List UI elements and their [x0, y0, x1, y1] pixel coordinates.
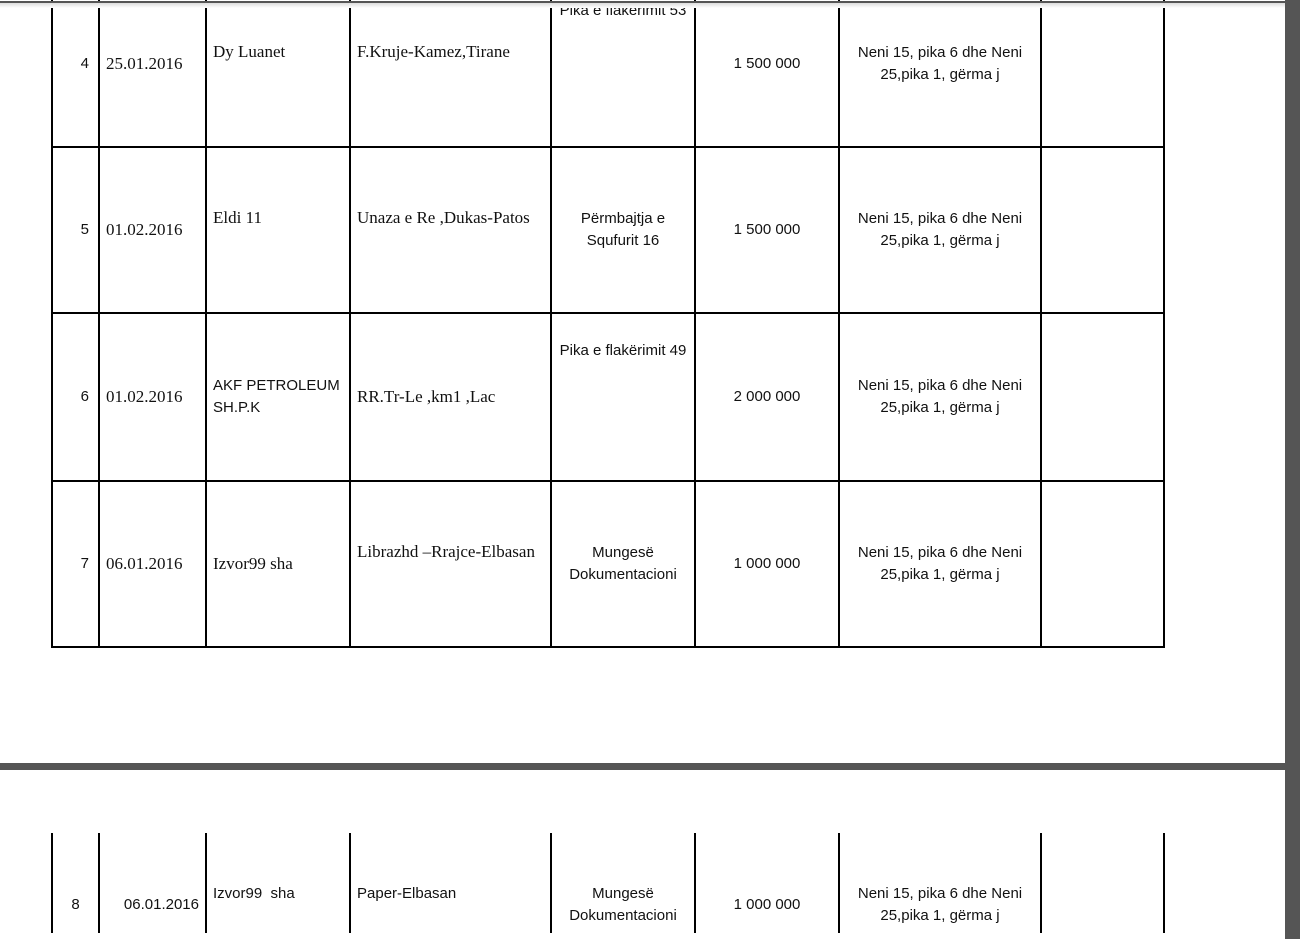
address-cell: Paper-Elbasan	[349, 833, 552, 933]
date-cell: 01.02.2016	[98, 312, 207, 482]
row-number: 8	[51, 833, 100, 933]
row-number: 7	[51, 480, 100, 648]
notes-cell	[1040, 146, 1165, 314]
fine-cell: 1 000 000	[694, 833, 840, 933]
violation-cell: Mungesë Dokumentacioni	[550, 833, 696, 933]
date-cell: 06.01.2016	[98, 833, 207, 933]
document-page-2: 8 06.01.2016 Izvor99 sha Paper-Elbasan M…	[0, 770, 1285, 939]
notes-cell	[1040, 0, 1165, 148]
address-cell: Unaza e Re ,Dukas-Patos	[349, 146, 552, 314]
fines-table: 4 25.01.2016 Dy Luanet F.Kruje-Kamez,Tir…	[51, 0, 1165, 648]
violation-cell: Pika e flakërimit 49	[550, 312, 696, 482]
row-number: 5	[51, 146, 100, 314]
notes-cell	[1040, 833, 1165, 933]
date-cell: 01.02.2016	[98, 146, 207, 314]
legal-basis-cell: Neni 15, pika 6 dhe Neni 25,pika 1, gërm…	[838, 833, 1042, 933]
fine-cell: 1 500 000	[694, 0, 840, 148]
table-row: 6 01.02.2016 AKF PETROLEUM SH.P.K RR.Tr-…	[51, 312, 1165, 482]
notes-cell	[1040, 480, 1165, 648]
fines-table-continued: 8 06.01.2016 Izvor99 sha Paper-Elbasan M…	[51, 833, 1165, 933]
subject-cell: Dy Luanet	[205, 0, 351, 148]
legal-basis-cell: Neni 15, pika 6 dhe Neni 25,pika 1, gërm…	[838, 146, 1042, 314]
table-row: 7 06.01.2016 Izvor99 sha Librazhd –Rrajc…	[51, 480, 1165, 648]
notes-cell	[1040, 312, 1165, 482]
row-number: 6	[51, 312, 100, 482]
address-cell: F.Kruje-Kamez,Tirane	[349, 0, 552, 148]
document-page-1: 4 25.01.2016 Dy Luanet F.Kruje-Kamez,Tir…	[51, 0, 1165, 648]
legal-basis-cell: Neni 15, pika 6 dhe Neni 25,pika 1, gërm…	[838, 480, 1042, 648]
fine-cell: 1 000 000	[694, 480, 840, 648]
legal-basis-cell: Neni 15, pika 6 dhe Neni 25,pika 1, gërm…	[838, 0, 1042, 148]
table-row: 4 25.01.2016 Dy Luanet F.Kruje-Kamez,Tir…	[51, 0, 1165, 148]
row-number: 4	[51, 0, 100, 148]
address-cell: RR.Tr-Le ,km1 ,Lac	[349, 312, 552, 482]
address-cell: Librazhd –Rrajce-Elbasan	[349, 480, 552, 648]
fine-cell: 1 500 000	[694, 146, 840, 314]
violation-cell: Mungesë Dokumentacioni	[550, 480, 696, 648]
subject-cell: Eldi 11	[205, 146, 351, 314]
page-separator	[0, 763, 1285, 770]
viewer-scrollbar-track[interactable]	[1285, 0, 1300, 939]
legal-basis-cell: Neni 15, pika 6 dhe Neni 25,pika 1, gërm…	[838, 312, 1042, 482]
date-cell: 06.01.2016	[98, 480, 207, 648]
violation-cell: Pika e flakërimit 53	[550, 0, 696, 148]
subject-cell: AKF PETROLEUM SH.P.K	[205, 312, 351, 482]
subject-cell: Izvor99 sha	[205, 833, 351, 933]
table-row: 5 01.02.2016 Eldi 11 Unaza e Re ,Dukas-P…	[51, 146, 1165, 314]
table-row: 8 06.01.2016 Izvor99 sha Paper-Elbasan M…	[51, 833, 1165, 933]
date-cell: 25.01.2016	[98, 0, 207, 148]
fine-cell: 2 000 000	[694, 312, 840, 482]
violation-cell: Përmbajtja e Squfurit 16	[550, 146, 696, 314]
viewer-top-border	[0, 1, 1285, 3]
subject-cell: Izvor99 sha	[205, 480, 351, 648]
viewer-top-shadow	[0, 3, 1285, 8]
